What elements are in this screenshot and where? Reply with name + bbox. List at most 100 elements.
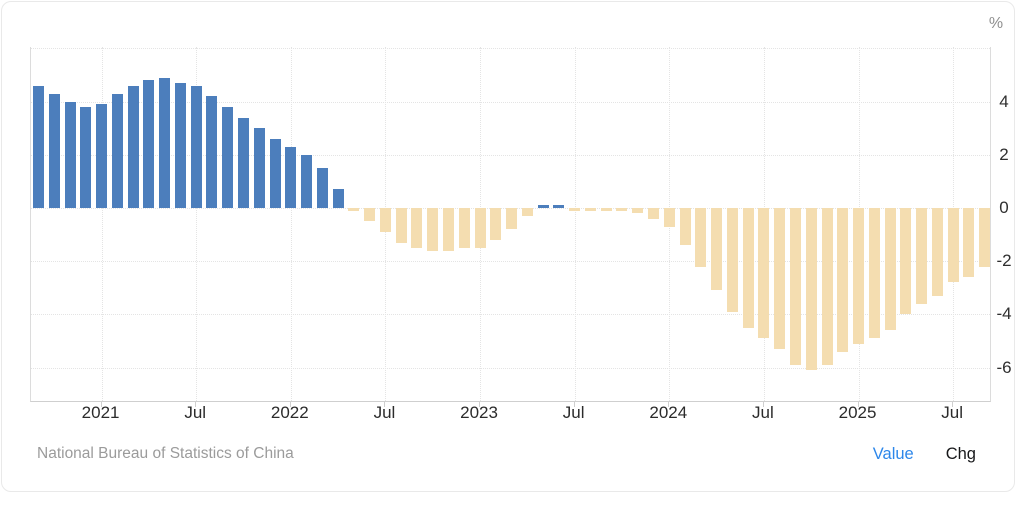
- x-axis-tick: [195, 402, 197, 407]
- bar-2021-09[interactable]: [222, 106, 234, 208]
- bar-2021-01[interactable]: [96, 104, 108, 208]
- bar-2022-03[interactable]: [316, 168, 328, 208]
- bar-2024-01[interactable]: [663, 208, 675, 227]
- bar-2024-07[interactable]: [758, 208, 770, 339]
- bar-2021-10[interactable]: [238, 117, 249, 208]
- bar-2025-02[interactable]: [868, 208, 880, 339]
- bar-2020-10[interactable]: [48, 93, 60, 208]
- bar-2025-07[interactable]: [947, 208, 959, 283]
- bar-2023-09[interactable]: [600, 208, 612, 211]
- bar-2021-12[interactable]: [269, 138, 281, 208]
- bar-2021-02[interactable]: [111, 93, 123, 208]
- bar-2025-04[interactable]: [900, 208, 912, 315]
- bar-2025-05[interactable]: [916, 208, 928, 304]
- value-link[interactable]: Value: [872, 445, 914, 463]
- bar-2023-06[interactable]: [553, 205, 565, 208]
- h-gridline: [31, 314, 990, 316]
- x-axis-label: Jul: [941, 403, 964, 422]
- h-gridline: [31, 261, 990, 263]
- x-axis-label: Jul: [184, 403, 207, 422]
- y-axis-label: 2: [999, 144, 1009, 164]
- bar-2023-05[interactable]: [537, 205, 549, 208]
- x-axis-label: Jul: [752, 403, 774, 422]
- y-axis-label: 0: [999, 198, 1009, 217]
- bar-2023-12[interactable]: [648, 208, 660, 219]
- v-gridline: [101, 47, 103, 401]
- bar-2021-03[interactable]: [127, 85, 139, 208]
- y-axis-unit: %: [988, 15, 1004, 32]
- x-axis-tick: [289, 402, 291, 407]
- bar-2021-08[interactable]: [206, 96, 218, 208]
- bar-2023-08[interactable]: [584, 208, 596, 211]
- bar-2021-07[interactable]: [190, 85, 202, 208]
- bar-2024-08[interactable]: [774, 208, 786, 349]
- y-axis-label: -6: [996, 357, 1012, 377]
- x-axis-tick: [668, 402, 670, 407]
- bar-2025-01[interactable]: [853, 208, 865, 344]
- bar-2024-02[interactable]: [679, 208, 691, 246]
- y-axis-label: 4: [999, 91, 1009, 111]
- bar-2022-12[interactable]: [458, 208, 470, 248]
- x-axis-label: 2022: [270, 403, 309, 422]
- bar-2024-03[interactable]: [695, 208, 707, 267]
- bar-2023-04[interactable]: [521, 208, 533, 216]
- bar-2020-12[interactable]: [80, 106, 92, 208]
- bar-2024-09[interactable]: [789, 208, 801, 365]
- x-axis-tick: [857, 402, 859, 407]
- bar-2025-03[interactable]: [884, 208, 896, 331]
- bar-2023-07[interactable]: [569, 208, 581, 211]
- bar-2021-06[interactable]: [174, 82, 186, 208]
- bar-2022-02[interactable]: [301, 154, 313, 208]
- h-gridline: [31, 154, 990, 156]
- x-axis-tick: [100, 402, 102, 407]
- bar-2020-09[interactable]: [33, 85, 44, 208]
- x-axis-label: 2021: [81, 403, 120, 422]
- bar-2024-11[interactable]: [821, 208, 833, 365]
- bar-2022-01[interactable]: [285, 146, 297, 208]
- x-axis-tick: [762, 402, 764, 407]
- bar-2022-07[interactable]: [379, 208, 391, 232]
- bar-2025-09[interactable]: [979, 208, 991, 267]
- bar-2020-11[interactable]: [64, 101, 76, 208]
- bar-2023-01[interactable]: [474, 208, 486, 248]
- bar-2022-05[interactable]: [348, 208, 360, 211]
- v-gridline: [574, 47, 576, 401]
- bar-2022-10[interactable]: [427, 208, 439, 251]
- bar-2025-06[interactable]: [931, 208, 943, 296]
- bar-2023-03[interactable]: [506, 208, 518, 230]
- x-axis-tick: [479, 402, 481, 407]
- x-axis-tick: [952, 402, 954, 407]
- x-axis-label: Jul: [373, 403, 396, 422]
- plot-area: [30, 47, 991, 402]
- bar-2022-06[interactable]: [364, 208, 376, 222]
- source-label: National Bureau of Statistics of China: [37, 445, 294, 462]
- bar-2021-04[interactable]: [143, 80, 155, 208]
- bar-2023-10[interactable]: [616, 208, 628, 211]
- x-axis-label: 2023: [460, 403, 498, 422]
- x-axis-label: Jul: [562, 403, 585, 422]
- bar-2021-11[interactable]: [253, 128, 265, 208]
- y-axis-label: -4: [996, 304, 1012, 324]
- x-axis-label: 2024: [649, 403, 688, 422]
- chg-link[interactable]: Chg: [945, 445, 976, 463]
- v-gridline: [290, 47, 292, 401]
- bar-2024-04[interactable]: [711, 208, 723, 291]
- bar-2025-08[interactable]: [963, 208, 975, 278]
- h-gridline: [31, 48, 990, 50]
- bar-2022-09[interactable]: [411, 208, 423, 248]
- bar-2022-04[interactable]: [332, 189, 344, 208]
- bar-2024-06[interactable]: [742, 208, 754, 328]
- v-gridline: [196, 47, 198, 401]
- bar-2023-02[interactable]: [490, 208, 502, 240]
- bar-2022-08[interactable]: [395, 208, 407, 243]
- bar-2022-11[interactable]: [443, 208, 455, 251]
- bar-2021-05[interactable]: [159, 77, 171, 208]
- x-axis-label: 2025: [838, 403, 877, 422]
- bar-2024-12[interactable]: [837, 208, 849, 352]
- h-gridline: [31, 101, 990, 103]
- bar-2024-10[interactable]: [805, 208, 817, 371]
- bar-2023-11[interactable]: [632, 208, 644, 214]
- h-gridline: [31, 367, 990, 369]
- bar-2024-05[interactable]: [726, 208, 738, 312]
